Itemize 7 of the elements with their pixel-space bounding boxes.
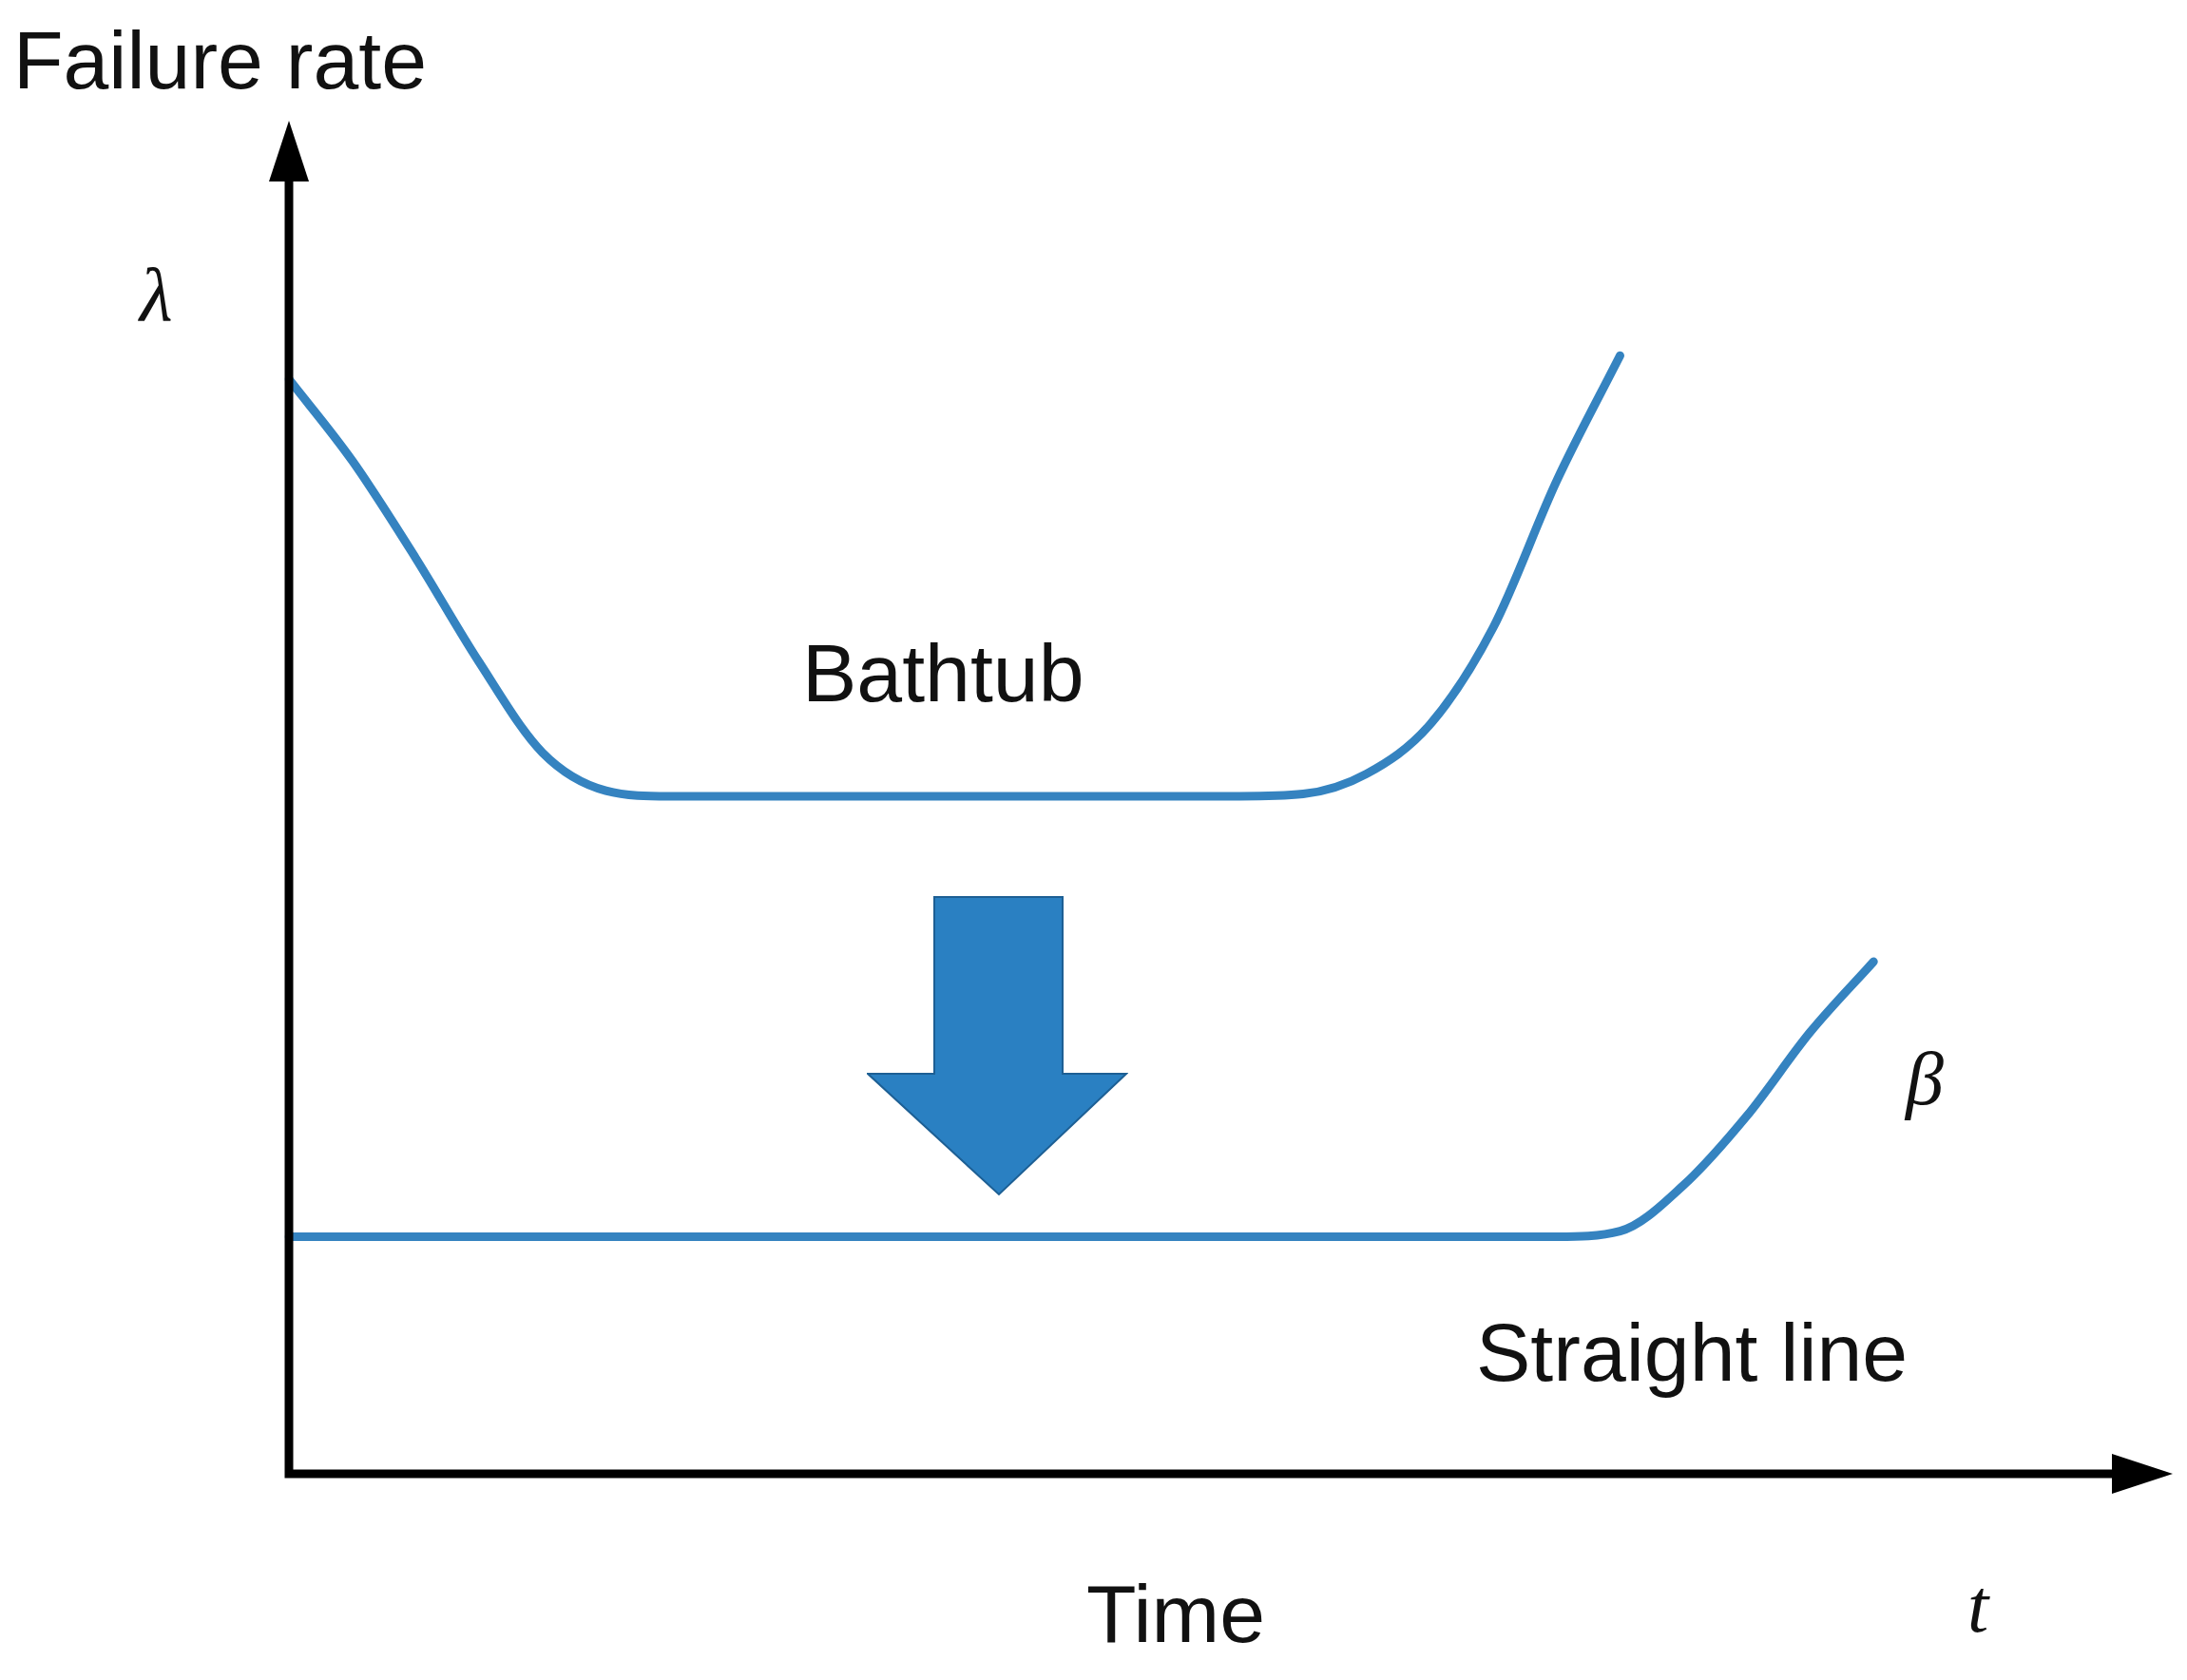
annotation: β — [1906, 1037, 1944, 1120]
y-axis-title: Failure rate — [13, 14, 427, 105]
x-axis-title: Time — [1086, 1568, 1265, 1659]
series-label: Straight line — [1476, 1307, 1909, 1398]
text: t — [1967, 1564, 1989, 1648]
series-label: Bathtub — [802, 627, 1084, 718]
text: λ — [140, 253, 173, 336]
